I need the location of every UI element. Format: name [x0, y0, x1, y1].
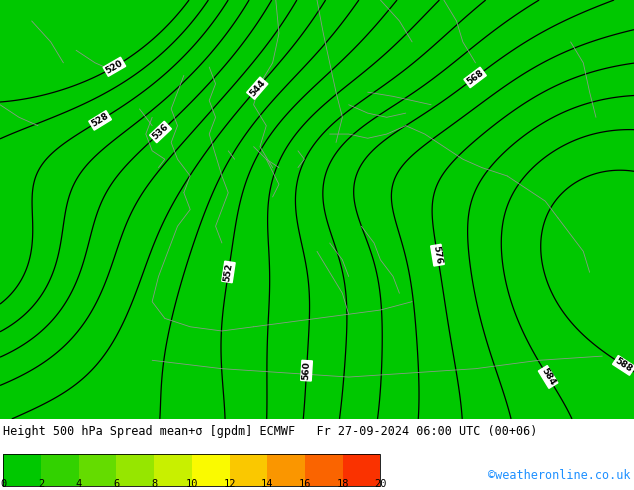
Text: 4: 4 — [75, 479, 82, 489]
Text: 552: 552 — [223, 262, 235, 282]
Text: 584: 584 — [540, 367, 557, 388]
Text: 536: 536 — [151, 122, 171, 142]
Text: 528: 528 — [90, 112, 110, 129]
Text: Height 500 hPa Spread mean+σ [gpdm] ECMWF   Fr 27-09-2024 06:00 UTC (00+06): Height 500 hPa Spread mean+σ [gpdm] ECMW… — [3, 425, 538, 438]
Bar — [41, 455, 79, 486]
Text: 10: 10 — [186, 479, 198, 489]
Text: 576: 576 — [432, 245, 443, 265]
Bar — [191, 455, 230, 486]
Text: 14: 14 — [261, 479, 273, 489]
Bar — [230, 455, 268, 486]
Bar — [305, 455, 342, 486]
Bar — [342, 455, 380, 486]
Bar — [154, 455, 191, 486]
Bar — [268, 455, 305, 486]
Text: 12: 12 — [223, 479, 236, 489]
Text: 16: 16 — [299, 479, 311, 489]
Text: 6: 6 — [113, 479, 119, 489]
Bar — [79, 455, 117, 486]
Text: 0: 0 — [0, 479, 6, 489]
Bar — [117, 455, 154, 486]
Text: ©weatheronline.co.uk: ©weatheronline.co.uk — [488, 469, 631, 482]
Text: 588: 588 — [614, 357, 634, 374]
Text: 520: 520 — [104, 58, 125, 75]
Bar — [3, 455, 41, 486]
Text: 20: 20 — [374, 479, 387, 489]
Text: 568: 568 — [465, 68, 485, 87]
Text: 2: 2 — [38, 479, 44, 489]
Bar — [3, 455, 380, 486]
Text: 560: 560 — [302, 361, 311, 380]
Text: 8: 8 — [151, 479, 157, 489]
Text: 544: 544 — [248, 78, 267, 98]
Text: 18: 18 — [337, 479, 349, 489]
